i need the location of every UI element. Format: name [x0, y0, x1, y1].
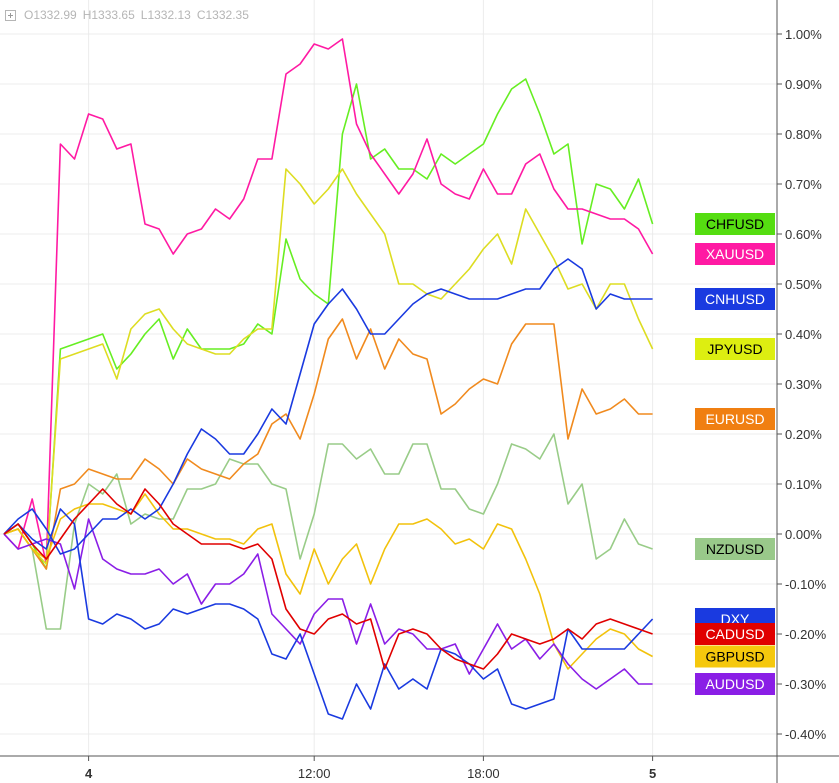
- series-line-cnhusd: [3, 258, 653, 555]
- label-text: CHFUSD: [706, 216, 764, 232]
- series-line-xauusd: [3, 38, 654, 565]
- y-tick-label: 0.70%: [785, 177, 822, 192]
- label-box: [695, 673, 775, 695]
- label-text: XAUUSD: [706, 246, 764, 262]
- y-tick-label: 0.10%: [785, 477, 822, 492]
- y-tick-label: 0.00%: [785, 527, 822, 542]
- series-line-nzdusd: [3, 433, 653, 630]
- x-tick-label: 4: [85, 766, 93, 781]
- series-lines: [3, 38, 654, 720]
- label-box: [695, 645, 775, 668]
- series-labels: DXYCHFUSDXAUUSDCNHUSDJPYUSDEURUSDNZDUSDC…: [695, 213, 775, 695]
- y-tick-label: -0.10%: [785, 577, 827, 592]
- ohlc-low: L1332.13: [140, 8, 191, 22]
- y-tick-label: -0.40%: [785, 727, 827, 742]
- label-cadusd: CADUSD: [695, 623, 775, 645]
- y-tick-label: 0.40%: [785, 327, 822, 342]
- y-tick-label: 0.90%: [785, 77, 822, 92]
- ohlc-open: O1332.99: [24, 8, 77, 22]
- series-line-dxy: [3, 508, 654, 720]
- y-tick-label: -0.30%: [785, 677, 827, 692]
- series-line-eurusd: [3, 318, 653, 570]
- label-text: GBPUSD: [705, 649, 764, 665]
- series-line-audusd: [3, 518, 653, 690]
- label-box: [695, 538, 775, 560]
- y-tick-label: -0.20%: [785, 627, 827, 642]
- series-line-jpyusd: [3, 168, 654, 565]
- label-box: [695, 338, 775, 360]
- series-line-cadusd: [3, 488, 653, 670]
- label-nzdusd: NZDUSD: [695, 538, 775, 560]
- x-tick-label: 12:00: [298, 766, 331, 781]
- series-line-gbpusd: [3, 493, 653, 670]
- label-text: AUDUSD: [705, 676, 764, 692]
- label-eurusd: EURUSD: [695, 408, 775, 430]
- label-box: [695, 213, 775, 235]
- ohlc-high: H1333.65: [82, 8, 135, 22]
- ohlc-readout: O1332.99 H1333.65 L1332.13 C1332.35: [5, 8, 249, 22]
- x-tick-label: 5: [649, 766, 656, 781]
- label-text: CNHUSD: [705, 291, 765, 307]
- label-box: [695, 243, 775, 265]
- y-tick-label: 0.50%: [785, 277, 822, 292]
- price-axis: 1.00% 0.90% 0.80% 0.70% 0.60% 0.50% 0.40% 0.30%…: [776, 0, 827, 783]
- ohlc-close: C1332.35: [196, 8, 249, 22]
- label-box: [695, 408, 775, 430]
- series-line-chfusd: [3, 78, 654, 570]
- y-tick-label: 1.00%: [785, 27, 822, 42]
- label-box: [695, 623, 775, 645]
- label-chfusd: CHFUSD: [695, 213, 775, 235]
- expand-icon[interactable]: [5, 9, 16, 21]
- label-text: EURUSD: [705, 411, 764, 427]
- label-jpyusd: JPYUSD: [695, 338, 775, 360]
- label-xauusd: XAUUSD: [695, 243, 775, 265]
- label-gbpusd: GBPUSD: [695, 645, 775, 668]
- x-tick-label: 18:00: [467, 766, 500, 781]
- y-tick-label: 0.20%: [785, 427, 822, 442]
- label-audusd: AUDUSD: [695, 673, 775, 695]
- y-tick-label: 0.60%: [785, 227, 822, 242]
- label-box: [695, 288, 775, 310]
- label-text: JPYUSD: [707, 341, 762, 357]
- y-tick-label: 0.80%: [785, 127, 822, 142]
- label-text: CADUSD: [705, 626, 764, 642]
- label-cnhusd: CNHUSD: [695, 288, 775, 310]
- label-text: NZDUSD: [706, 541, 764, 557]
- y-tick-label: 0.30%: [785, 377, 822, 392]
